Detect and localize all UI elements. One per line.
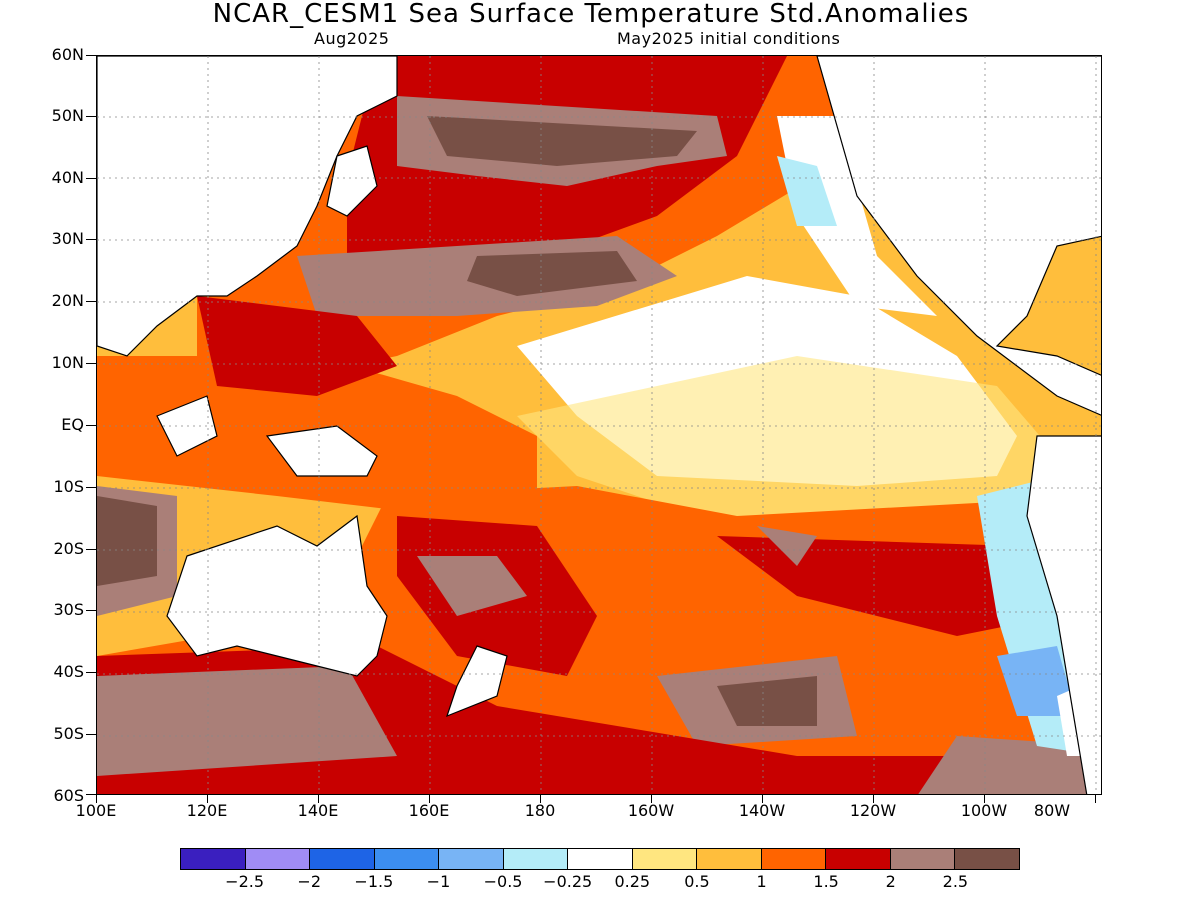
colorbar-swatch	[955, 849, 1019, 869]
lat-label-40s: 40S	[53, 662, 84, 681]
forecast-month: Aug2025	[314, 29, 390, 48]
north-america-land	[816, 56, 1101, 416]
lon-tick	[540, 795, 541, 803]
new-guinea-land	[265, 425, 378, 477]
colorbar-swatch	[826, 849, 891, 869]
california-coast-cool	[777, 156, 837, 226]
map-title: NCAR_CESM1 Sea Surface Temperature Std.A…	[212, 0, 970, 29]
asia-land	[97, 56, 398, 357]
colorbar-label: −2	[297, 872, 322, 891]
lat-tick	[86, 487, 96, 488]
north-pacific-darkbrown-2	[467, 251, 637, 296]
lon-label-100e: 100E	[75, 801, 117, 820]
lat-tick	[86, 425, 96, 426]
colorbar-label: −0.5	[483, 872, 523, 891]
lon-label-80w: 80W	[1033, 801, 1071, 820]
lat-tick	[86, 610, 96, 611]
colorbar-swatch	[181, 849, 246, 869]
lat-tick	[86, 55, 96, 56]
chile-coast-blue	[997, 646, 1077, 716]
lon-label-140e: 140E	[297, 801, 339, 820]
southern-ocean-brown-2	[918, 736, 1101, 794]
colorbar-swatch	[761, 849, 827, 869]
lat-tick	[86, 549, 96, 550]
south-pacific-brown	[417, 556, 527, 616]
lat-tick	[86, 672, 96, 673]
colorbar-swatch	[374, 849, 440, 869]
lon-tick	[984, 795, 985, 803]
lon-tick	[318, 795, 319, 803]
lon-label-180: 180	[524, 801, 556, 820]
colorbar-swatch	[310, 849, 375, 869]
colorbar-label: 1.5	[813, 872, 839, 891]
lon-tick	[96, 795, 97, 803]
lon-tick	[651, 795, 652, 803]
southeast-brown	[757, 526, 817, 566]
lat-tick	[86, 794, 96, 795]
lat-label-20s: 20S	[53, 539, 84, 558]
south-darkbrown	[717, 676, 817, 726]
colorbar-swatch	[503, 849, 569, 869]
lon-label-120w: 120W	[849, 801, 897, 820]
indian-ocean-darkbrown	[97, 496, 157, 586]
colorbar-swatch	[439, 849, 504, 869]
colorbar-swatch	[245, 849, 311, 869]
west-pacific-red	[197, 296, 397, 396]
south-america-land	[1026, 435, 1101, 794]
colorbar-swatch	[697, 849, 762, 869]
colorbar-label: −0.25	[543, 872, 593, 891]
colorbar-swatch	[568, 849, 633, 869]
lat-tick	[86, 239, 96, 240]
lat-label-60n: 60N	[51, 45, 84, 64]
initial-conditions: May2025 initial conditions	[617, 29, 841, 48]
lat-label-50n: 50N	[51, 106, 84, 125]
new-zealand-land	[446, 645, 508, 718]
colorbar-label: −1	[426, 872, 451, 891]
colorbar-label: −1.5	[354, 872, 394, 891]
lat-label-40n: 40N	[51, 168, 84, 187]
colorbar-label: −2.5	[225, 872, 265, 891]
lon-tick	[207, 795, 208, 803]
colorbar	[180, 848, 1020, 870]
lat-label-30s: 30S	[53, 600, 84, 619]
lat-label-30n: 30N	[51, 229, 84, 248]
lon-tick	[873, 795, 874, 803]
lat-label-eq: EQ	[61, 415, 84, 434]
colorbar-swatch	[632, 849, 698, 869]
lon-tick	[429, 795, 430, 803]
lon-tick	[1095, 795, 1096, 803]
lat-tick	[86, 116, 96, 117]
lat-label-10n: 10N	[51, 353, 84, 372]
lat-tick	[86, 734, 96, 735]
lon-tick	[762, 795, 763, 803]
central-south-red	[717, 536, 1057, 636]
colorbar-label: 2.5	[942, 872, 969, 891]
map-canvas	[97, 56, 1101, 794]
colorbar-swatch	[890, 849, 956, 869]
sst-anomaly-map	[96, 55, 1102, 795]
lat-label-20n: 20N	[51, 291, 84, 310]
colorbar-label: 1	[756, 872, 767, 891]
colorbar-label: 0.5	[684, 872, 710, 891]
lon-label-160w: 160W	[627, 801, 675, 820]
lat-tick	[86, 301, 96, 302]
lat-tick	[86, 178, 96, 179]
australia-land	[166, 514, 388, 677]
lat-label-60s: 60S	[53, 786, 84, 805]
southern-ocean-brown	[97, 666, 397, 776]
north-pacific-darkbrown-1	[427, 116, 697, 166]
colorbar-label: 2	[885, 872, 896, 891]
lon-label-160e: 160E	[408, 801, 450, 820]
lon-label-100w: 100W	[960, 801, 1008, 820]
lat-tick	[86, 363, 96, 364]
lon-label-120e: 120E	[186, 801, 228, 820]
japan-land	[326, 145, 378, 217]
lat-label-50s: 50S	[53, 724, 84, 743]
lat-label-10s: 10S	[53, 477, 84, 496]
colorbar-label: 0.25	[614, 872, 651, 891]
lon-label-140w: 140W	[738, 801, 786, 820]
